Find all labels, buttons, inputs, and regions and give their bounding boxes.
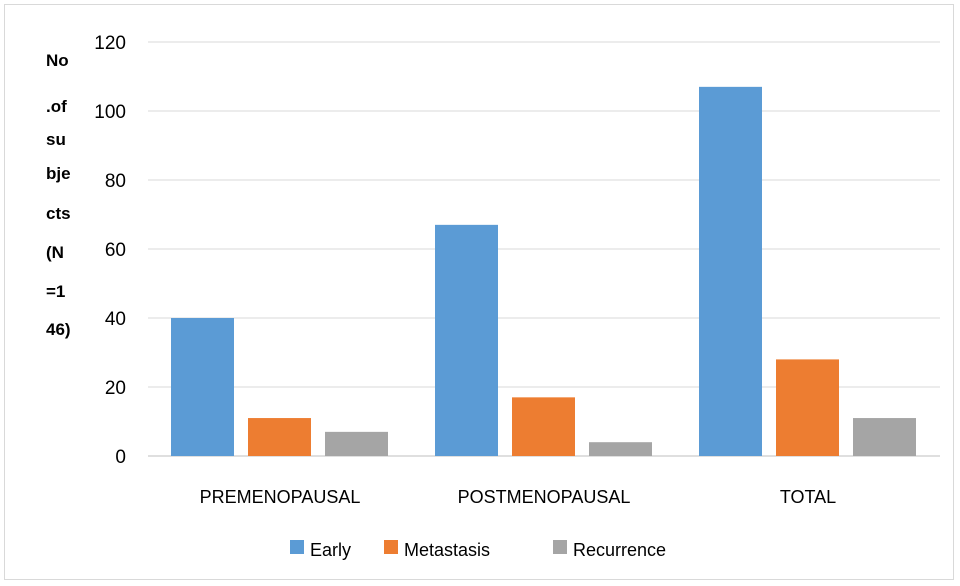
y-tick-label: 60	[105, 240, 126, 261]
y-tick-label: 80	[105, 171, 126, 192]
bar-recurrence	[853, 418, 916, 456]
y-tick-label: 0	[115, 447, 126, 468]
legend-swatch	[553, 540, 567, 554]
legend-label: Early	[310, 540, 351, 560]
bar-metastasis	[248, 418, 311, 456]
bar-metastasis	[512, 397, 575, 456]
y-axis-label-line: =1	[46, 282, 66, 301]
y-tick-label: 40	[105, 309, 126, 330]
legend-label: Metastasis	[404, 540, 490, 560]
bar-recurrence	[325, 431, 388, 456]
legend-swatch	[384, 540, 398, 554]
y-tick-label: 20	[105, 378, 126, 399]
bar-early	[435, 224, 498, 456]
y-axis-label-line: 46)	[46, 320, 71, 339]
legend-label: Recurrence	[573, 540, 666, 560]
y-axis-label-line: bje	[46, 164, 71, 183]
y-axis-label-line: No	[46, 51, 69, 70]
y-tick-label: 120	[94, 33, 126, 54]
bar-metastasis	[776, 359, 839, 456]
x-tick-label: TOTAL	[780, 487, 836, 507]
bar-early	[699, 86, 762, 456]
y-axis-label-line: .of	[46, 97, 67, 116]
bar-early	[171, 318, 234, 456]
x-tick-label: POSTMENOPAUSAL	[458, 487, 631, 507]
y-axis-label-line: cts	[46, 204, 71, 223]
y-axis-label-line: su	[46, 130, 66, 149]
bar-recurrence	[589, 442, 652, 456]
y-tick-label: 100	[94, 102, 126, 123]
legend-swatch	[290, 540, 304, 554]
x-tick-label: PREMENOPAUSAL	[200, 487, 361, 507]
y-axis-label-line: (N	[46, 243, 64, 262]
